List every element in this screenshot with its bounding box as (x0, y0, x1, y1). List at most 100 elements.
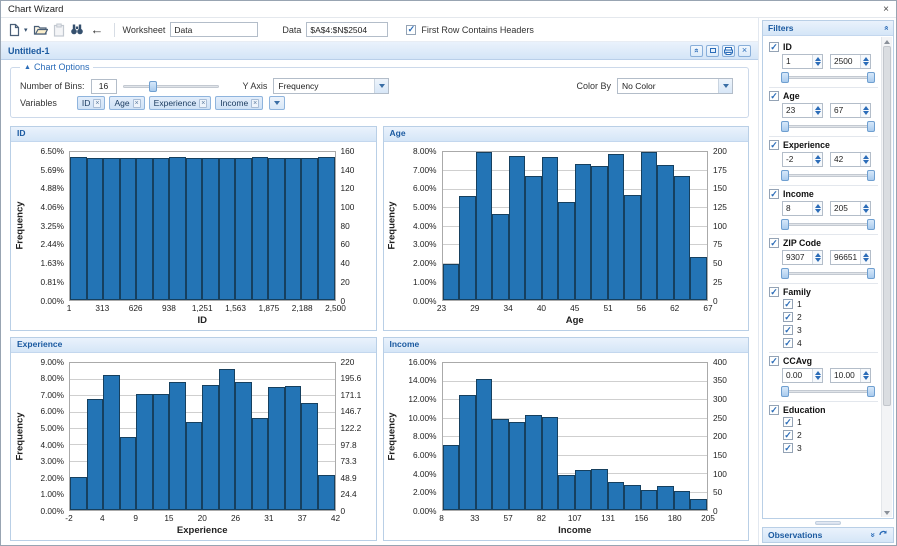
spin-value[interactable]: 23 (786, 105, 796, 115)
filter-range-slider[interactable] (781, 121, 875, 132)
histogram-bar[interactable] (235, 382, 252, 510)
range-handle-min[interactable] (781, 121, 789, 132)
histogram-bar[interactable] (657, 485, 674, 510)
chart-panel-title[interactable]: ID (11, 127, 376, 142)
filter-option-checkbox[interactable]: ✓ (783, 337, 793, 348)
filter-range-slider[interactable] (781, 268, 875, 279)
histogram-bar[interactable] (591, 468, 608, 510)
histogram-bar[interactable] (301, 403, 318, 510)
spin-value[interactable]: 9307 (786, 252, 805, 262)
histogram-bar[interactable] (185, 157, 203, 300)
remove-variable-icon[interactable]: × (199, 98, 208, 108)
histogram-bar[interactable] (607, 153, 625, 300)
scrollbar-thumb[interactable] (883, 46, 891, 407)
histogram-bar[interactable] (673, 175, 691, 300)
filter-range-slider[interactable] (781, 219, 875, 230)
filter-option-checkbox[interactable]: ✓ (783, 324, 793, 335)
histogram-bar[interactable] (119, 437, 137, 510)
collapse-options-icon[interactable]: ▲ (24, 63, 31, 71)
filter-checkbox[interactable]: ✓ (769, 41, 779, 52)
filter-option-checkbox[interactable]: ✓ (783, 298, 793, 309)
histogram-bar[interactable] (624, 195, 641, 300)
histogram-bar[interactable] (640, 490, 658, 510)
spinner-arrows-icon[interactable] (860, 153, 870, 166)
variable-chip[interactable]: Experience × (148, 96, 212, 110)
histogram-bar[interactable] (317, 474, 335, 510)
variable-chip[interactable]: Income × (215, 96, 264, 110)
filter-option-checkbox[interactable]: ✓ (783, 442, 793, 453)
histogram-bar[interactable] (251, 418, 269, 510)
filter-min-input[interactable]: 0.00 (782, 368, 823, 383)
chart-panel-title[interactable]: Income (383, 337, 748, 353)
filter-max-input[interactable]: 10.00 (830, 368, 871, 383)
spin-value[interactable]: 67 (834, 105, 844, 115)
range-handle-max[interactable] (867, 268, 875, 279)
histogram-bar[interactable] (301, 157, 318, 300)
filter-checkbox[interactable]: ✓ (769, 139, 779, 150)
histogram-bar[interactable] (218, 157, 236, 300)
histogram-bar[interactable] (284, 157, 302, 300)
popout-icon[interactable] (879, 530, 888, 541)
filter-max-input[interactable]: 2500 (830, 54, 871, 69)
new-chart-icon[interactable] (8, 23, 21, 37)
collapse-filters-icon[interactable]: » (880, 25, 891, 31)
histogram-bar[interactable] (70, 157, 87, 300)
filter-option-checkbox[interactable]: ✓ (783, 311, 793, 322)
spinner-arrows-icon[interactable] (860, 251, 870, 264)
histogram-bar[interactable] (541, 417, 559, 510)
histogram-bar[interactable] (251, 157, 269, 300)
back-arrow-icon[interactable]: ← (90, 22, 104, 37)
histogram-bar[interactable] (442, 444, 460, 510)
plot-area[interactable] (69, 151, 336, 301)
filter-option-checkbox[interactable]: ✓ (783, 416, 793, 427)
filter-range-slider[interactable] (781, 72, 875, 83)
histogram-bar[interactable] (268, 157, 285, 300)
histogram-bar[interactable] (86, 157, 104, 300)
histogram-bar[interactable] (492, 213, 509, 300)
print-icon[interactable] (722, 44, 735, 57)
filter-checkbox[interactable]: ✓ (769, 355, 779, 366)
histogram-bar[interactable] (169, 157, 186, 300)
histogram-bar[interactable] (673, 490, 691, 510)
histogram-bar[interactable] (558, 474, 575, 510)
filter-max-input[interactable]: 96651 (830, 250, 871, 265)
histogram-bar[interactable] (185, 421, 203, 510)
data-range-input[interactable] (306, 22, 389, 37)
histogram-bar[interactable] (235, 157, 252, 300)
histogram-bar[interactable] (459, 196, 476, 300)
histogram-bar[interactable] (690, 257, 707, 300)
bins-slider[interactable] (122, 80, 219, 92)
histogram-bar[interactable] (284, 386, 302, 510)
histogram-bar[interactable] (607, 481, 625, 510)
histogram-bar[interactable] (558, 201, 575, 300)
worksheet-input[interactable] (170, 22, 259, 37)
spinner-arrows-icon[interactable] (860, 369, 870, 382)
tab-title[interactable]: Untitled-1 (8, 45, 50, 56)
histogram-bar[interactable] (218, 369, 236, 510)
histogram-bar[interactable] (103, 157, 120, 300)
open-icon[interactable] (33, 23, 48, 36)
histogram-bar[interactable] (541, 156, 559, 300)
bins-slider-handle[interactable] (149, 80, 158, 92)
spin-value[interactable]: 8 (786, 203, 791, 213)
filter-checkbox[interactable]: ✓ (769, 404, 779, 415)
histogram-bar[interactable] (268, 387, 285, 510)
spinner-arrows-icon[interactable] (812, 153, 822, 166)
histogram-bar[interactable] (508, 422, 526, 510)
variable-chip[interactable]: Age × (109, 96, 145, 110)
remove-variable-icon[interactable]: × (93, 98, 102, 108)
histogram-bar[interactable] (525, 415, 542, 510)
plot-area[interactable] (69, 361, 336, 511)
range-handle-max[interactable] (867, 170, 875, 181)
colorby-select[interactable]: No Color (617, 78, 733, 94)
filter-min-input[interactable]: 23 (782, 103, 823, 118)
collapse-tab-icon[interactable]: » (690, 44, 703, 57)
filter-max-input[interactable]: 42 (830, 152, 871, 167)
range-handle-min[interactable] (781, 170, 789, 181)
filter-max-input[interactable]: 205 (830, 201, 871, 216)
spin-value[interactable]: 42 (834, 154, 844, 164)
histogram-bar[interactable] (508, 155, 526, 300)
spinner-arrows-icon[interactable] (860, 202, 870, 215)
close-tab-icon[interactable]: × (738, 44, 751, 57)
spin-value[interactable]: 10.00 (834, 370, 855, 380)
